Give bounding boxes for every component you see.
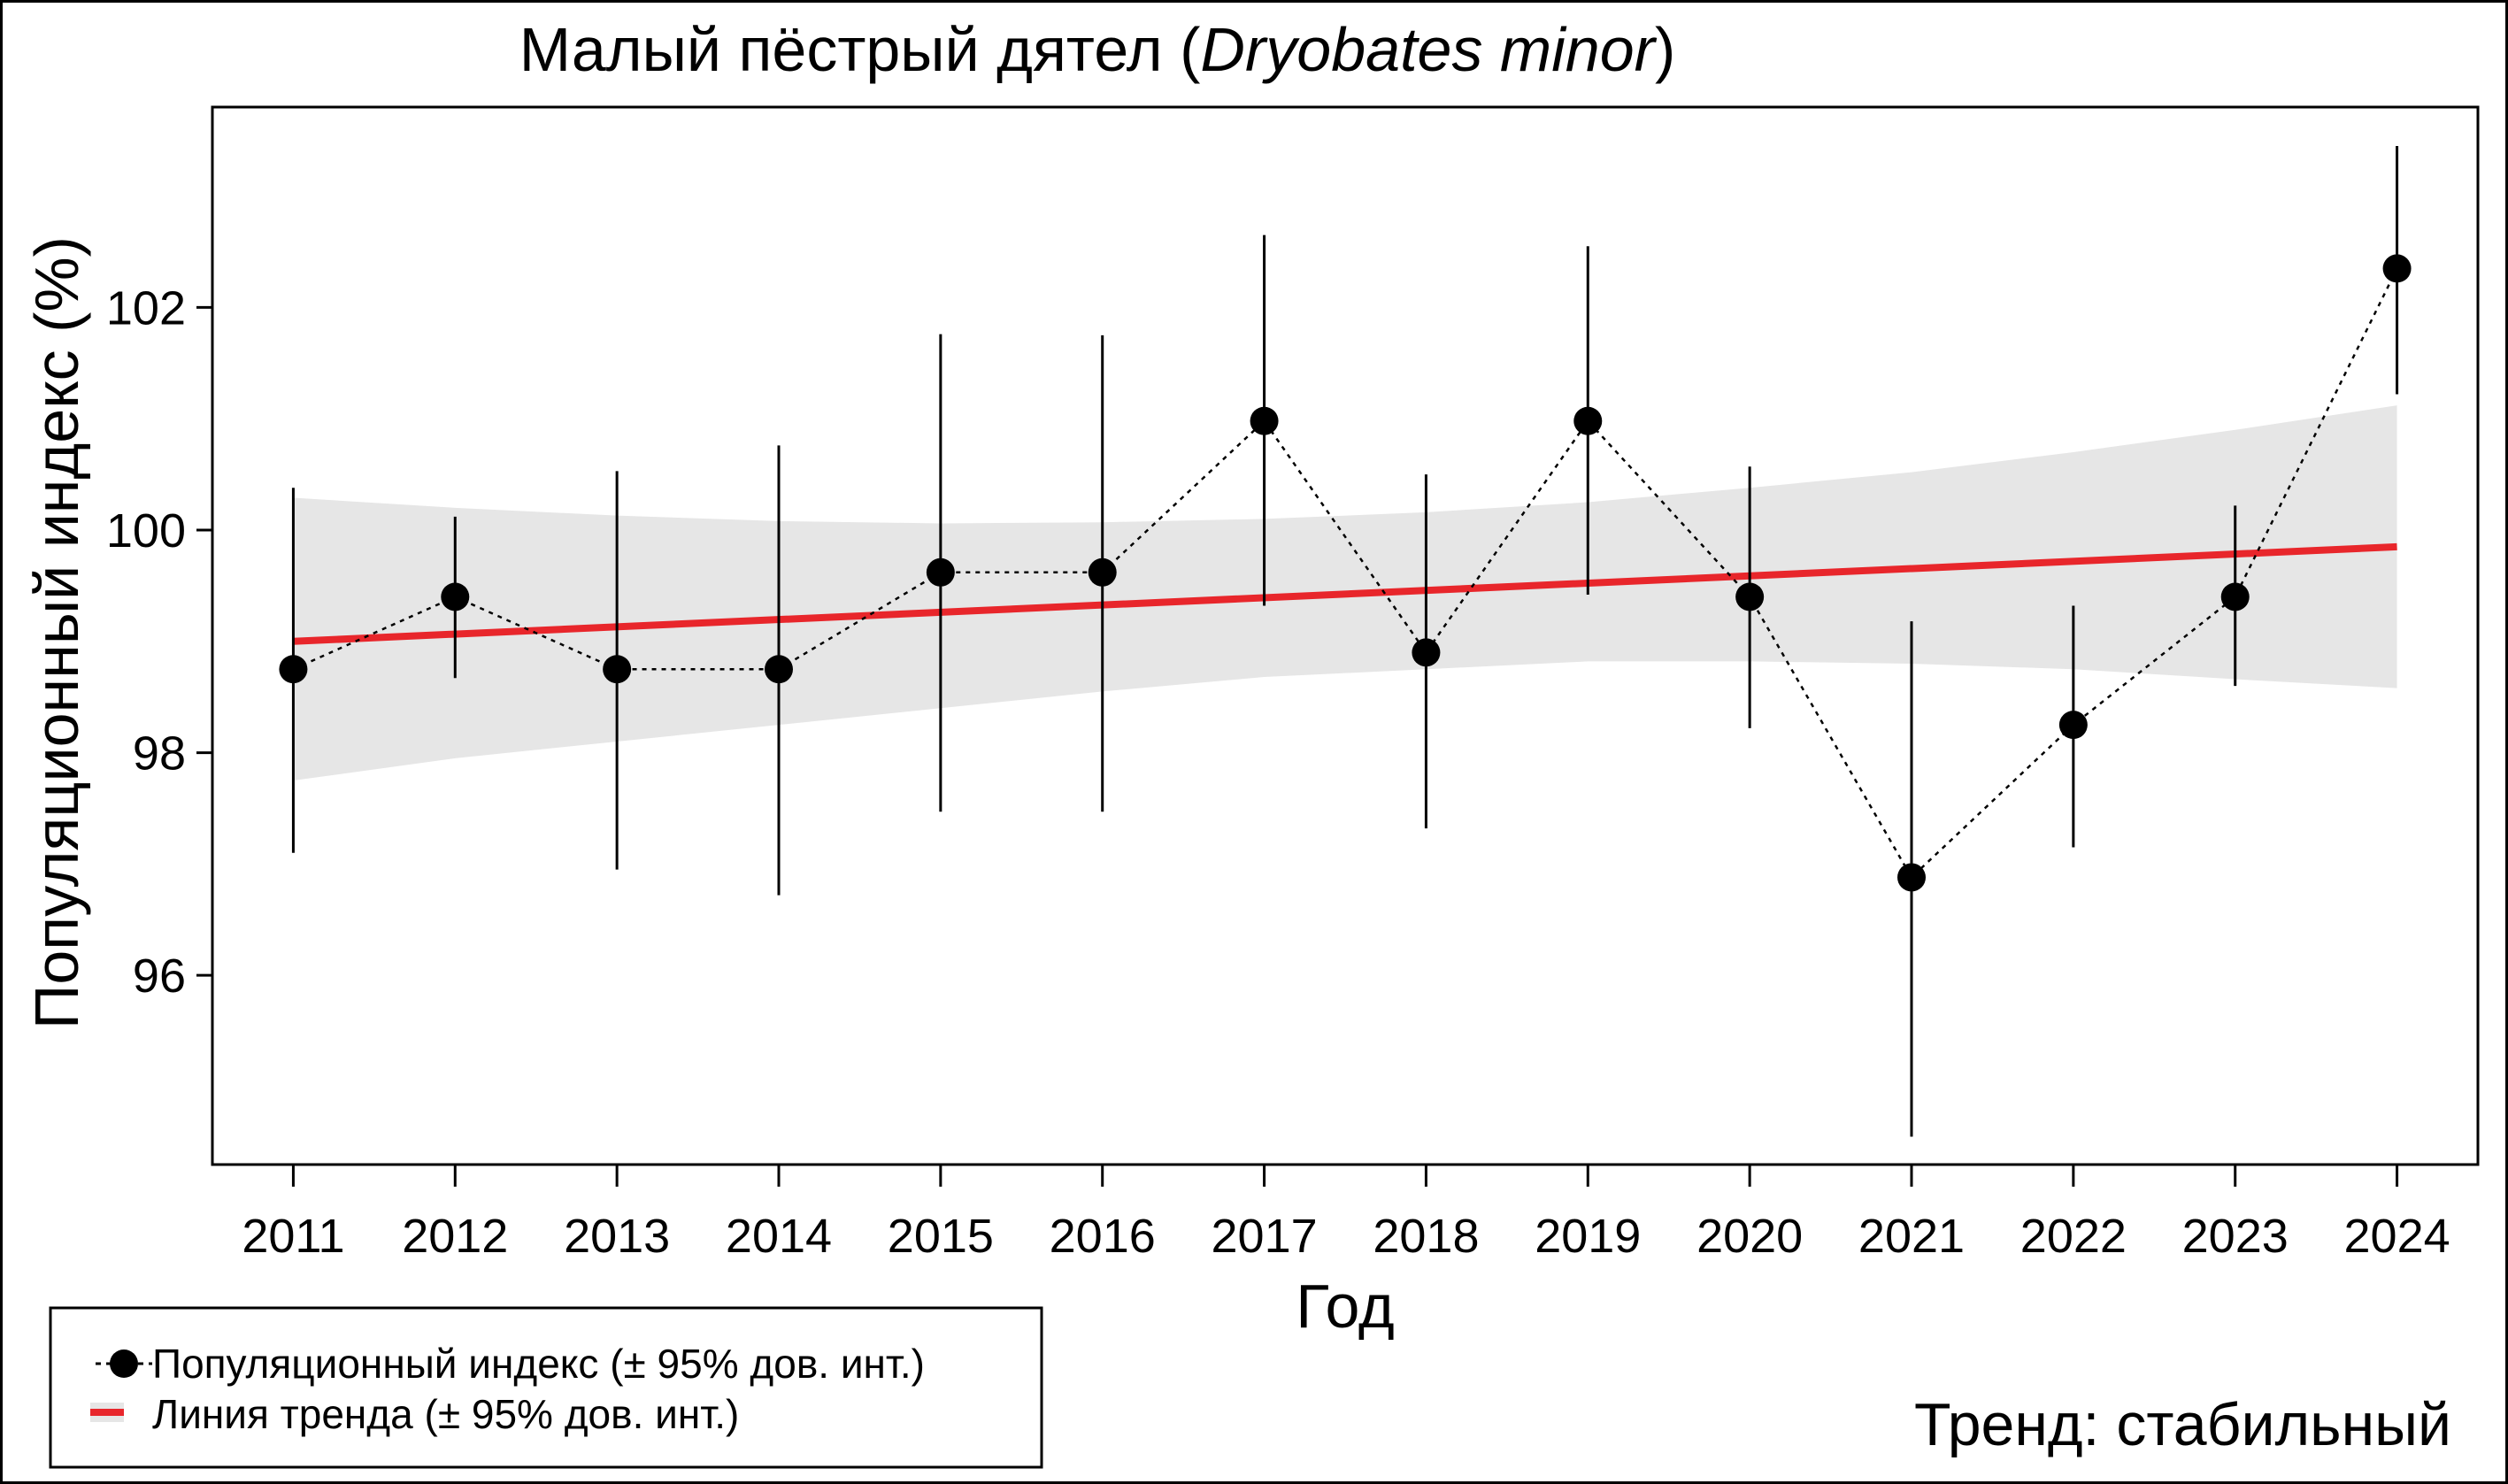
x-tick-label-2011: 2011 <box>242 1210 344 1263</box>
legend-index-label: Популяционный индекс (± 95% дов. инт.) <box>152 1341 925 1387</box>
data-point-2022 <box>2058 711 2088 740</box>
data-point-2013 <box>603 655 632 684</box>
x-tick-label-2015: 2015 <box>888 1210 994 1263</box>
x-tick-label-2020: 2020 <box>1696 1210 1803 1263</box>
data-point-2017 <box>1250 406 1279 435</box>
plot-area-border <box>211 105 2480 1166</box>
legend-point-icon <box>110 1349 138 1378</box>
data-point-2014 <box>765 655 793 684</box>
y-tick-label-96: 96 <box>133 950 186 1003</box>
y-axis-title: Популяционный индекс (%) <box>22 236 91 1029</box>
data-point-2015 <box>926 557 955 587</box>
trend-line-group <box>293 542 2397 645</box>
y-tick-label-98: 98 <box>133 727 186 780</box>
legend-box <box>49 1306 1043 1469</box>
x-axis: 2011 2012 2013 2014 2015 2016 2017 2018 2019 2020… <box>242 1165 2450 1263</box>
trend-line <box>293 542 2397 645</box>
x-tick-label-2021: 2021 <box>1858 1210 1965 1263</box>
chart-title: Малый пёстрый дятел (Dryobates minor) <box>519 15 1676 84</box>
x-tick-label-2019: 2019 <box>1535 1210 1641 1263</box>
y-tick-label-102: 102 <box>106 281 186 334</box>
x-tick-label-2018: 2018 <box>1373 1210 1479 1263</box>
x-tick-label-2013: 2013 <box>564 1210 670 1263</box>
x-tick-label-2022: 2022 <box>2020 1210 2127 1263</box>
data-point-2018 <box>1412 638 1441 667</box>
y-tick-label-100: 100 <box>106 504 186 557</box>
x-tick-label-2023: 2023 <box>2182 1210 2289 1263</box>
y-axis: 96 98 100 102 <box>106 281 212 1003</box>
data-point-2020 <box>1735 582 1765 611</box>
legend: Популяционный индекс (± 95% дов. инт.) Л… <box>49 1306 1043 1469</box>
x-tick-label-2016: 2016 <box>1050 1210 1156 1263</box>
data-point-2016 <box>1088 557 1117 587</box>
data-point-2024 <box>2382 254 2412 283</box>
trend-status-label: Тренд: стабильный <box>1914 1391 2451 1458</box>
data-point-2021 <box>1897 863 1926 892</box>
x-tick-label-2014: 2014 <box>726 1210 832 1263</box>
index-dotted-line <box>292 267 2398 880</box>
data-point-2011 <box>279 655 308 684</box>
data-point-2012 <box>441 582 470 611</box>
x-axis-title: Год <box>1296 1272 1394 1341</box>
legend-trend-label: Линия тренда (± 95% дов. инт.) <box>152 1391 739 1437</box>
data-point-2019 <box>1573 406 1603 435</box>
x-tick-label-2012: 2012 <box>402 1210 508 1263</box>
data-point-2023 <box>2220 582 2250 611</box>
x-tick-label-2017: 2017 <box>1212 1210 1318 1263</box>
x-tick-label-2024: 2024 <box>2344 1210 2450 1263</box>
index-line-group <box>292 267 2398 880</box>
data-points-group <box>279 254 2412 892</box>
